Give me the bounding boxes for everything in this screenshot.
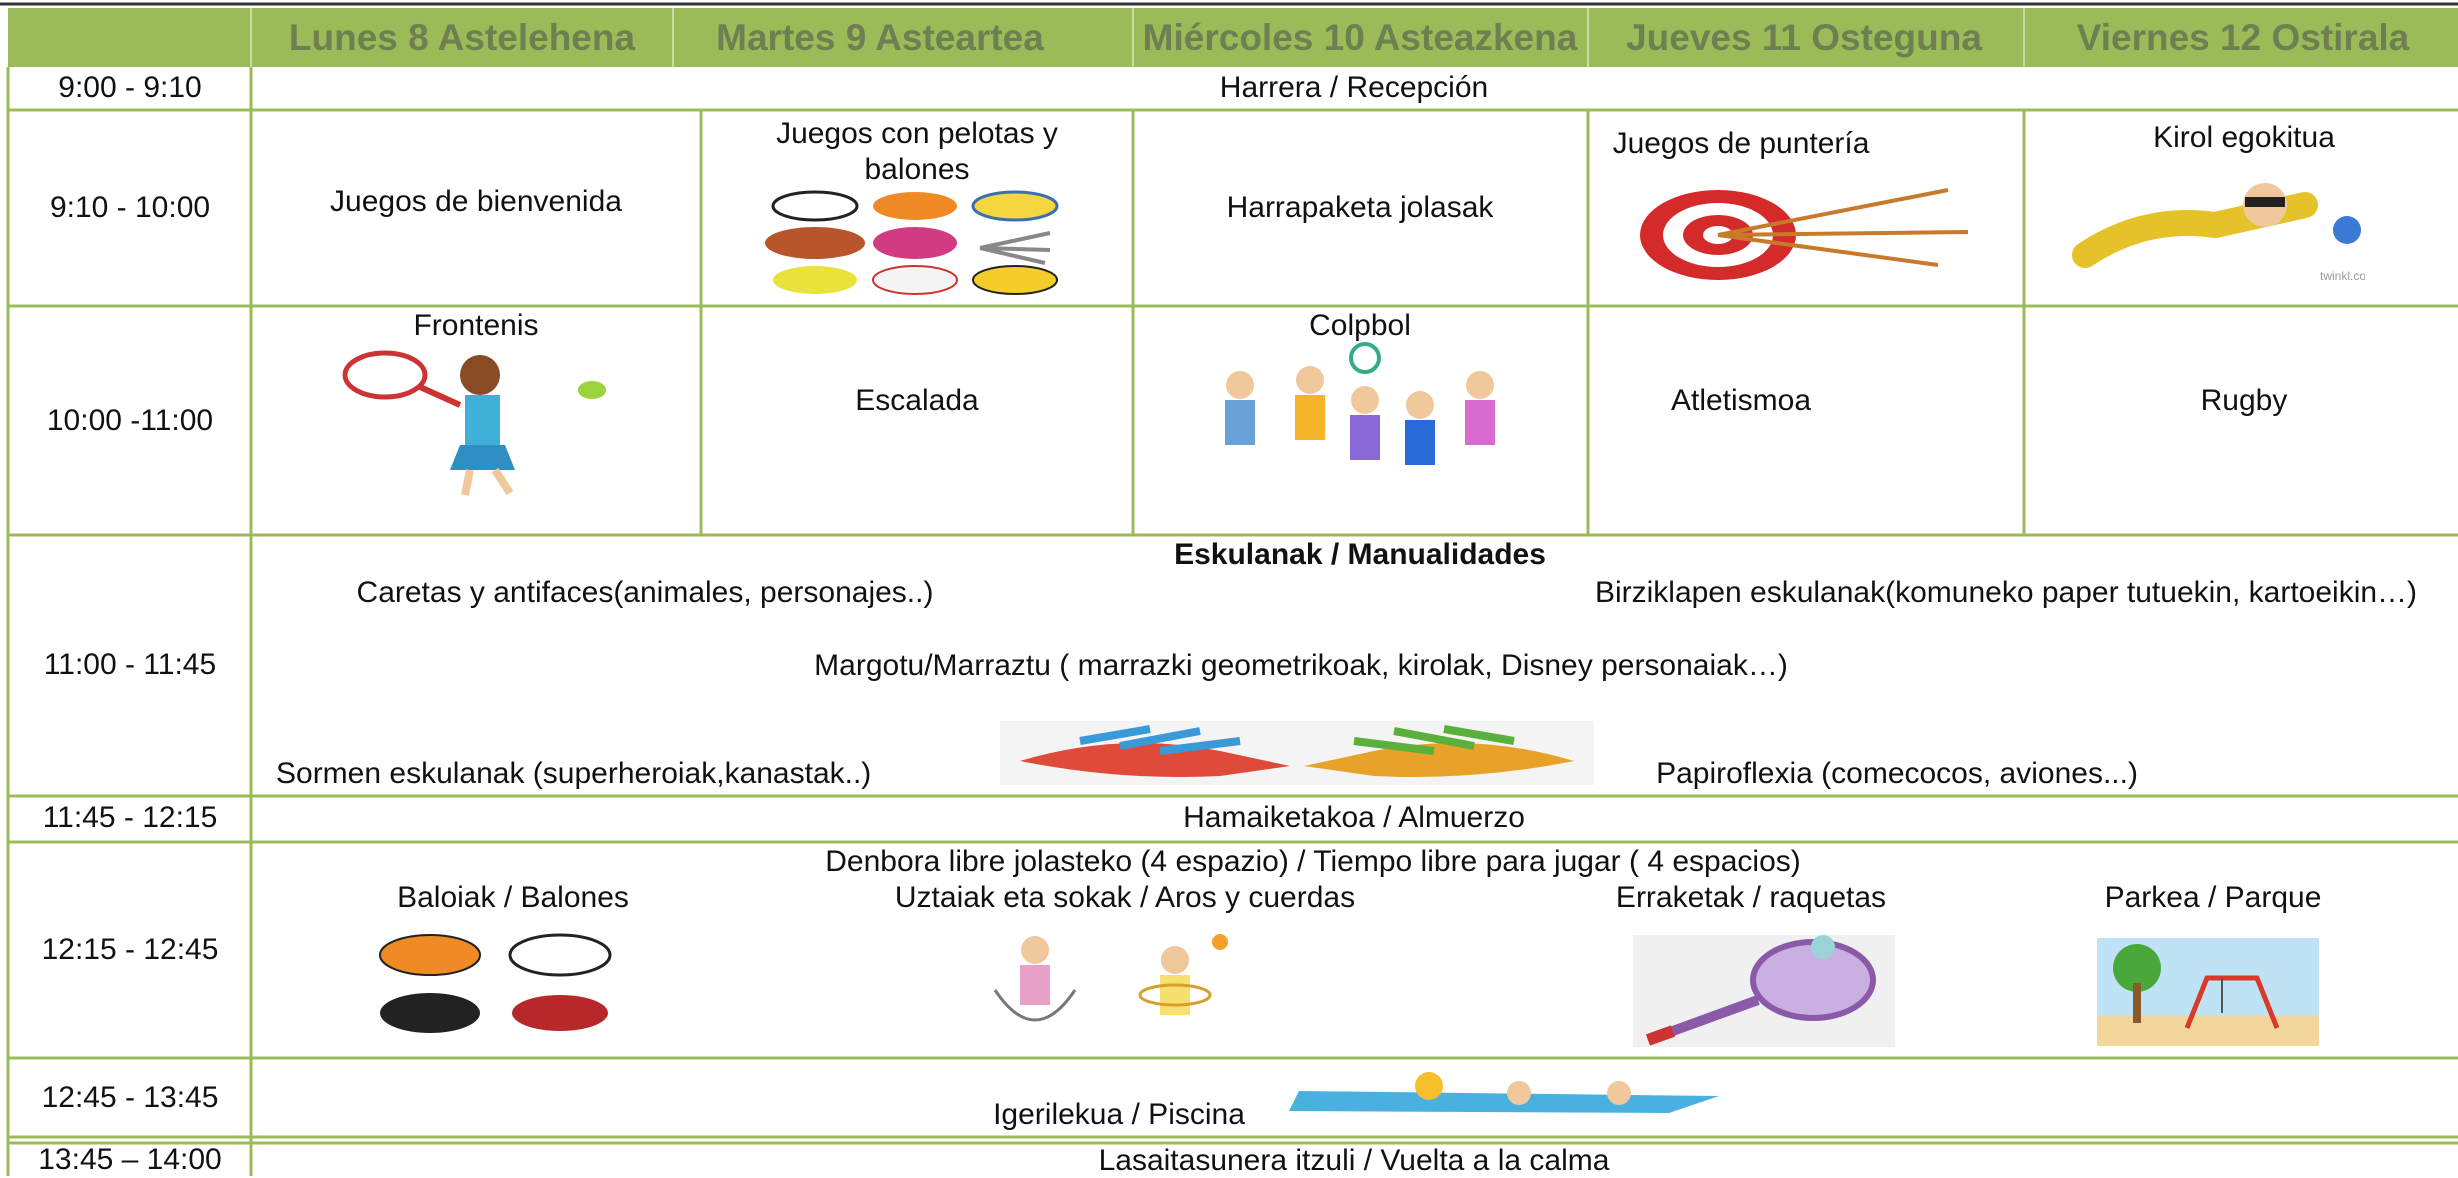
activity: Margotu/Marraztu ( marrazki geometrikoak… [814, 649, 1788, 682]
time: 13:45 – 14:00 [38, 1143, 222, 1176]
hoops-ropes-image [993, 934, 1228, 1022]
activity: Juegos con pelotas y balones [776, 117, 1058, 186]
day-header: Miércoles 10 Asteazkena [1142, 17, 1578, 58]
time: 11:45 - 12:15 [42, 801, 218, 834]
activity: Sormen eskulanak (superheroiak,kanastak.… [276, 757, 872, 790]
header-separators [250, 8, 2025, 67]
activity: Juegos de bienvenida [330, 185, 622, 218]
activity: Birziklapen eskulanak(komuneko paper tut… [1594, 576, 2418, 609]
activity: Lasaitasunera itzuli / Vuelta a la calma [1098, 1144, 1610, 1177]
activity: Harrapaketa jolasak [1226, 191, 1494, 224]
target-image [1640, 188, 1969, 280]
activity: Colpbol [1309, 309, 1411, 342]
section-title: Eskulanak / Manualidades [1174, 538, 1546, 571]
tennis-girl-image [342, 350, 606, 496]
time: 12:45 - 13:45 [41, 1081, 219, 1114]
day-header: Lunes 8 Astelehena [288, 17, 636, 58]
activity: Caretas y antifaces(animales, personajes… [356, 576, 934, 609]
activity: Kirol egokitua [2153, 121, 2335, 154]
balls-image [379, 933, 612, 1033]
header-background [8, 8, 2458, 67]
activity: Frontenis [413, 309, 539, 342]
activity: Baloiak / Balones [397, 881, 629, 914]
time: 9:00 - 9:10 [58, 71, 202, 104]
activity: Juegos de puntería [1612, 127, 1870, 160]
time: 11:00 - 11:45 [43, 648, 217, 681]
day-header: Jueves 11 Osteguna [1626, 17, 1982, 58]
racket-image [1633, 935, 1895, 1047]
park-image [2097, 938, 2319, 1046]
activity: Atletismoa [1670, 384, 1812, 417]
time: 12:15 - 12:45 [41, 933, 219, 966]
activity: Uztaiak eta sokak / Aros y cuerdas [894, 881, 1356, 914]
grid-lines [6, 67, 2458, 1176]
section-title: Denbora libre jolasteko (4 espazio) / Ti… [825, 845, 1801, 878]
activity: Escalada [855, 384, 979, 417]
athlete-image: twinkl.com [2072, 183, 2365, 283]
balls-image [765, 190, 1059, 295]
svg-text:twinkl.com: twinkl.com [2320, 269, 2365, 283]
activity: Igerilekua / Piscina [993, 1098, 1245, 1131]
colpbol-image [1225, 342, 1495, 465]
time: 9:10 - 10:00 [49, 191, 211, 224]
activity: Parkea / Parque [2104, 881, 2322, 914]
pool-image [1289, 1072, 1719, 1113]
activity: Hamaiketakoa / Almuerzo [1183, 801, 1525, 834]
day-header: Viernes 12 Ostirala [2076, 17, 2410, 58]
activity: Erraketak / raquetas [1615, 881, 1887, 914]
activity: Harrera / Recepción [1219, 71, 1489, 104]
time: 10:00 -11:00 [46, 404, 214, 437]
day-header: Martes 9 Asteartea [716, 17, 1044, 58]
activity: Papiroflexia (comecocos, aviones...) [1656, 757, 2138, 790]
activity: Rugby [2200, 384, 2288, 417]
painted-hands-image [1000, 721, 1594, 785]
